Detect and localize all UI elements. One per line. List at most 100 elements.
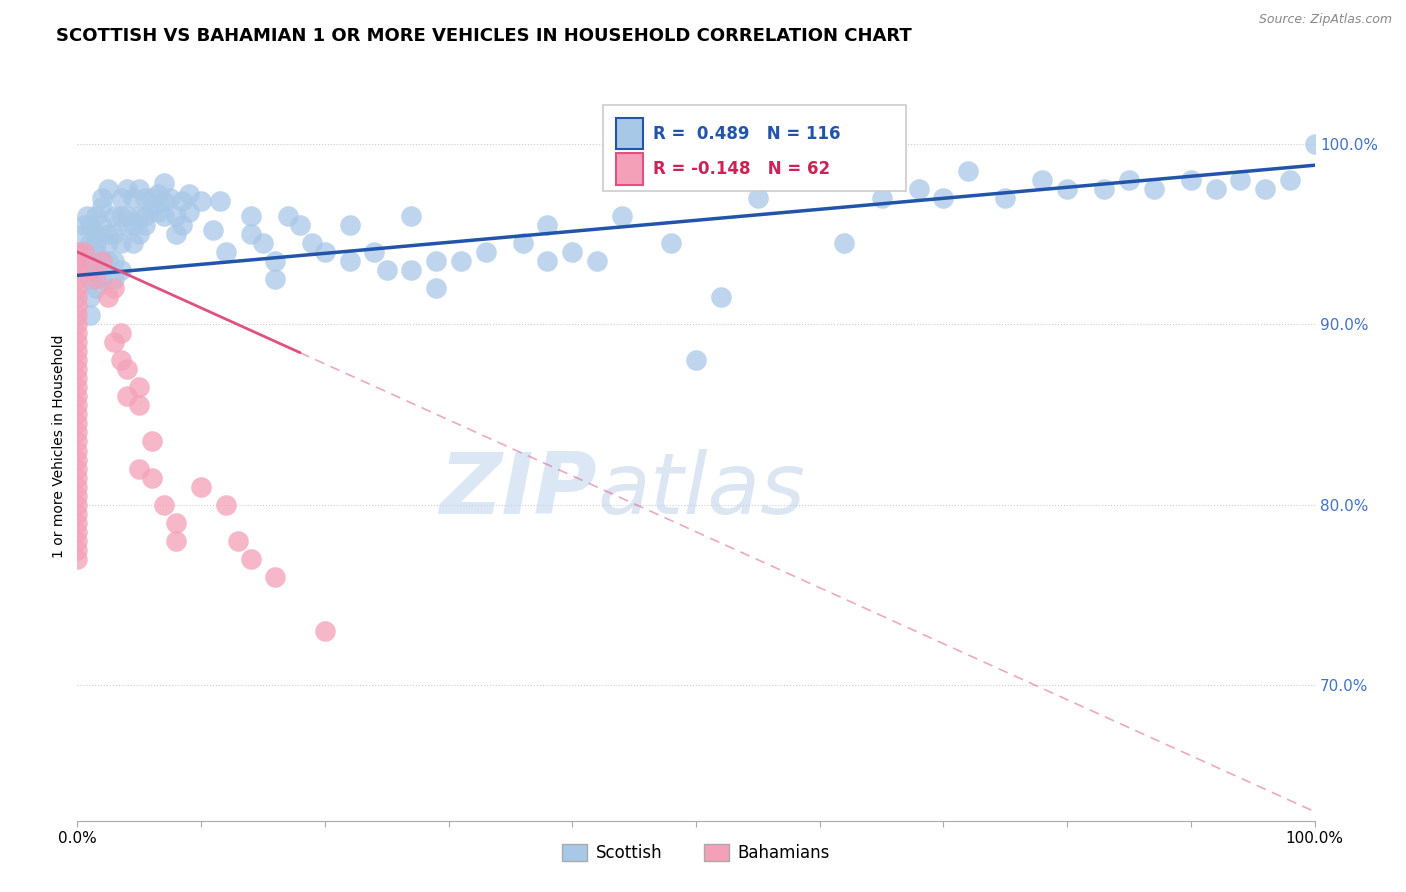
Point xyxy=(66,552,89,566)
Point xyxy=(103,335,125,350)
Point xyxy=(72,218,94,232)
Point xyxy=(1254,182,1277,196)
Point xyxy=(165,209,187,223)
Point xyxy=(79,263,101,277)
Point xyxy=(97,235,120,250)
Point xyxy=(239,552,262,566)
Point xyxy=(115,218,138,232)
Point xyxy=(128,380,150,394)
Point xyxy=(66,489,89,503)
Point xyxy=(72,227,94,241)
FancyBboxPatch shape xyxy=(603,105,907,191)
Point xyxy=(264,254,287,268)
Point xyxy=(128,398,150,412)
Point xyxy=(252,235,274,250)
Point xyxy=(834,235,856,250)
Point xyxy=(226,533,249,548)
Point xyxy=(66,299,89,313)
Point xyxy=(1118,172,1140,186)
Point xyxy=(536,254,558,268)
Text: R = -0.148   N = 62: R = -0.148 N = 62 xyxy=(652,160,830,178)
Point xyxy=(1031,172,1053,186)
Point xyxy=(79,235,101,250)
Point xyxy=(103,272,125,286)
Point xyxy=(103,281,125,295)
Point xyxy=(66,317,89,331)
Point xyxy=(153,498,176,512)
Point xyxy=(115,389,138,403)
Point xyxy=(128,461,150,475)
Point xyxy=(239,209,262,223)
Point xyxy=(1180,172,1202,186)
Point xyxy=(66,244,89,259)
Point xyxy=(66,461,89,475)
FancyBboxPatch shape xyxy=(616,118,643,149)
Point xyxy=(994,191,1017,205)
Point xyxy=(1205,182,1227,196)
Point xyxy=(76,209,98,223)
Point xyxy=(115,362,138,376)
Point xyxy=(190,480,212,494)
Point xyxy=(79,308,101,322)
Point xyxy=(190,194,212,209)
Point xyxy=(512,235,534,250)
Point xyxy=(91,254,114,268)
Point xyxy=(450,254,472,268)
Point xyxy=(301,235,323,250)
Point xyxy=(474,244,496,259)
Point xyxy=(177,187,200,202)
Point xyxy=(66,443,89,458)
Point xyxy=(339,218,361,232)
Point xyxy=(66,498,89,512)
Point xyxy=(141,434,163,449)
Point xyxy=(610,209,633,223)
Point xyxy=(97,227,120,241)
Point xyxy=(72,244,94,259)
Point xyxy=(172,218,194,232)
Point xyxy=(153,209,176,223)
Point xyxy=(115,209,138,223)
Point xyxy=(110,191,132,205)
Text: ZIP: ZIP xyxy=(439,450,598,533)
Point xyxy=(79,254,101,268)
Point xyxy=(870,191,893,205)
Point xyxy=(84,244,107,259)
Point xyxy=(84,227,107,241)
Legend: Scottish, Bahamians: Scottish, Bahamians xyxy=(555,837,837,869)
Point xyxy=(128,209,150,223)
Point xyxy=(84,263,107,277)
Point xyxy=(128,227,150,241)
Point xyxy=(277,209,299,223)
Point xyxy=(97,254,120,268)
Point xyxy=(66,480,89,494)
Point xyxy=(79,290,101,304)
Point xyxy=(66,326,89,340)
Point xyxy=(425,254,447,268)
Point xyxy=(128,182,150,196)
Point xyxy=(907,182,929,196)
Point xyxy=(172,194,194,209)
FancyBboxPatch shape xyxy=(616,153,643,185)
Point xyxy=(375,263,398,277)
Point xyxy=(165,533,187,548)
Point xyxy=(110,235,132,250)
Point xyxy=(66,272,89,286)
Point xyxy=(146,205,169,219)
Point xyxy=(91,254,114,268)
Point xyxy=(91,218,114,232)
Point xyxy=(66,371,89,385)
Point xyxy=(536,218,558,232)
Text: SCOTTISH VS BAHAMIAN 1 OR MORE VEHICLES IN HOUSEHOLD CORRELATION CHART: SCOTTISH VS BAHAMIAN 1 OR MORE VEHICLES … xyxy=(56,27,912,45)
Point xyxy=(66,417,89,431)
Point xyxy=(314,244,336,259)
Point xyxy=(66,542,89,557)
Point xyxy=(66,533,89,548)
Point xyxy=(401,263,423,277)
Point xyxy=(66,353,89,368)
Point xyxy=(141,470,163,484)
Point xyxy=(239,227,262,241)
Point xyxy=(288,218,311,232)
Point xyxy=(84,272,107,286)
Point xyxy=(685,353,707,368)
Point xyxy=(1278,172,1301,186)
